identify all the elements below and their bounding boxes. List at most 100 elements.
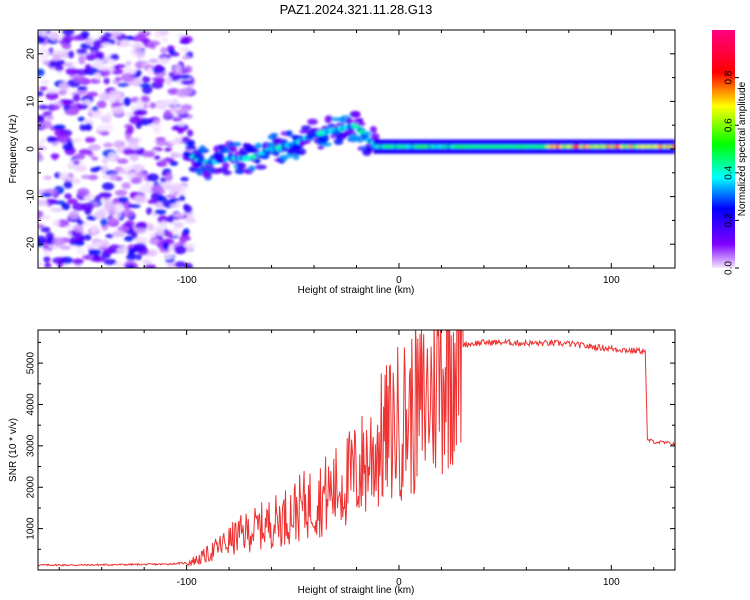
spectrogram-noise-blob: [46, 87, 58, 94]
spectrogram-noise-blob: [62, 142, 74, 151]
spectrogram-noise-blob: [100, 217, 108, 226]
spectrogram-noise-blob: [136, 171, 146, 179]
spectrogram-noise-blob: [103, 77, 110, 85]
spectrogram-noise-blob: [106, 58, 117, 65]
spectrogram-noise-blob: [170, 203, 181, 209]
spectrogram-noise-blob: [38, 153, 44, 162]
spectrogram-noise-blob: [111, 102, 124, 107]
spectrogram-noise-blob: [39, 138, 47, 143]
spectrogram-noise-blob: [84, 64, 92, 72]
spectrogram-noise-blob: [161, 185, 174, 191]
spectrogram-noise-blob: [81, 202, 94, 212]
spectrogram-noise-blob: [61, 42, 72, 50]
spectrogram-noise-blob: [179, 194, 186, 202]
spectrogram-noise-blob: [153, 32, 162, 38]
spectrogram-noise-blob: [161, 36, 169, 43]
spectrogram-noise-blob: [154, 64, 163, 71]
spectrogram-noise-blob: [173, 213, 186, 218]
spectrogram-noise-blob: [117, 158, 129, 164]
spectrogram-noise-blob: [40, 226, 51, 233]
spectrogram-noise-blob: [117, 82, 130, 87]
spectrogram-noise-blob: [119, 39, 131, 48]
spectrogram-noise-blob: [126, 137, 139, 144]
spectrogram-noise-blob: [131, 42, 143, 51]
spectrogram-noise-blob: [76, 219, 84, 226]
spectrogram-noise-blob: [117, 226, 130, 232]
spectrogram-noise-blob: [135, 49, 146, 59]
spectrogram-noise-blob: [160, 220, 167, 229]
spectrogram-noise-blob: [103, 258, 117, 265]
colorbar-ticks: 0.0 0.2 0.4 0.6 0.8: [724, 70, 739, 275]
spectrogram-ytick-label: 20: [26, 48, 37, 60]
spectrogram-noise-blob: [126, 125, 134, 135]
spectrogram-noise-blob: [51, 153, 59, 161]
spectrogram-noise-blob: [126, 253, 137, 261]
spectrogram-noise-blob: [179, 88, 194, 95]
spectrogram-noise-blob: [91, 256, 106, 263]
spectrogram-noise-blob: [182, 203, 190, 210]
spectrogram-blob: [369, 125, 378, 134]
spectrogram-noise-blob: [166, 194, 177, 199]
spectrogram-noise-blob: [76, 103, 89, 110]
spectrogram-noise-blob: [65, 67, 79, 76]
spectrogram-blob: [352, 111, 361, 118]
spectrogram-noise-blob: [129, 149, 144, 155]
spectrogram-noise-blob: [63, 181, 73, 189]
spectrogram-noise-blob: [62, 30, 75, 36]
spectrogram-noise-blob: [107, 152, 117, 161]
spectrogram-noise-blob: [132, 110, 144, 116]
spectrogram-noise-blob: [180, 80, 194, 85]
spectrogram-blob: [322, 134, 329, 140]
spectrogram-noise-blob: [177, 74, 191, 79]
spectrogram-noise-blob: [120, 209, 135, 218]
spectrogram-image: [38, 30, 675, 268]
spectrogram-noise-blob: [147, 249, 158, 257]
figure-title: PAZ1.2024.321.11.28.G13: [280, 2, 433, 17]
spectrogram-noise-blob: [77, 187, 90, 197]
spectrogram-blob: [273, 150, 280, 157]
spectrogram-noise-blob: [67, 198, 78, 205]
spectrogram-noise-blob: [101, 182, 115, 191]
spectrogram-noise-blob: [135, 34, 147, 40]
spectrogram-noise-blob: [68, 210, 80, 220]
spectrogram-noise-blob: [39, 47, 48, 53]
snr-ytick-label: 4000: [26, 393, 37, 416]
spectrogram-noise-blob: [157, 215, 169, 224]
spectrogram-blob: [331, 117, 342, 122]
spectrogram-noise-blob: [38, 115, 45, 124]
spectrogram-noise-blob: [52, 257, 66, 264]
spectrogram-noise-blob: [136, 221, 148, 229]
spectrogram-noise-blob: [105, 233, 114, 239]
spectrogram-noise-blob: [40, 79, 50, 85]
spectrogram-carrier-blob: [672, 144, 675, 149]
snr-ytick-label: 1000: [26, 517, 37, 540]
spectrogram-noise-blob: [103, 123, 114, 133]
spectrogram-xtick-label: -100: [177, 275, 197, 286]
spectrogram-noise-blob: [43, 249, 51, 256]
spectrogram-noise-blob: [142, 182, 154, 190]
spectrogram-noise-blob: [129, 115, 141, 125]
spectrogram-noise-blob: [153, 103, 164, 109]
spectrogram-noise-blob: [99, 92, 111, 101]
spectrogram-noise-blob: [100, 42, 113, 47]
spectrogram-noise-blob: [121, 72, 135, 82]
spectrogram-noise-blob: [168, 49, 175, 55]
spectrogram-noise-blob: [89, 46, 99, 53]
spectrogram-noise-blob: [64, 193, 72, 200]
spectrogram-noise-blob: [83, 195, 92, 201]
spectrogram-noise-blob: [74, 165, 88, 172]
snr-ticks: -100 0 100 1000 2000 3000 4000 5000: [26, 330, 675, 588]
spectrogram-noise-blob: [67, 177, 77, 182]
spectrogram-ylabel: Frequency (Hz): [8, 115, 19, 184]
snr-xlabel: Height of straight line (km): [298, 585, 415, 596]
spectrogram-blob: [324, 115, 332, 124]
colorbar-tick-label: 0.4: [724, 165, 735, 179]
spectrogram-noise-blob: [153, 155, 161, 161]
spectrogram-noise-blob: [116, 246, 129, 255]
spectrogram-noise-blob: [153, 119, 161, 126]
spectrogram-blob: [295, 148, 307, 156]
spectrogram-noise-blob: [70, 35, 85, 41]
spectrogram-noise-blob: [174, 64, 182, 73]
spectrogram-noise-blob: [177, 121, 185, 127]
spectrogram-noise-blob: [60, 202, 71, 211]
